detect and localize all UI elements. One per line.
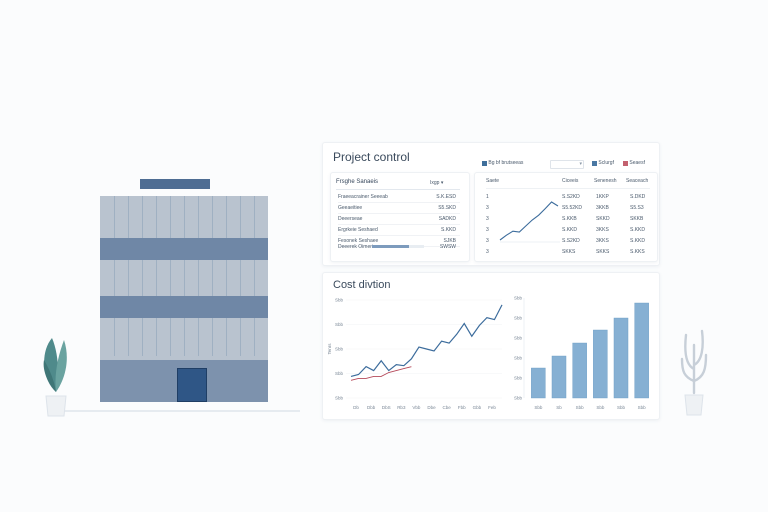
x-tick-label: Sbb [638, 405, 647, 410]
office-building-illustration [100, 196, 268, 402]
x-tick-label: Gbb [473, 405, 482, 410]
x-tick-label: Sbb [534, 405, 543, 410]
bar [572, 342, 587, 399]
y-tick-label: Sbb [335, 371, 344, 376]
table-row: 3 S.S2KD 3KKS S.KKD [486, 238, 646, 244]
x-tick-label: Vbb [412, 405, 421, 410]
building-floor-band [100, 238, 268, 260]
legend-swatch-red-icon [623, 160, 628, 166]
building-column [226, 196, 227, 356]
plant-leaf [43, 360, 56, 392]
y-tick-label: Sbb [514, 356, 523, 361]
plant-pot [684, 394, 704, 416]
x-tick-label: Dbe [427, 405, 436, 410]
bar [593, 329, 608, 399]
x-tick-label: Feb [488, 405, 496, 410]
y-tick-label: Sbb [514, 296, 523, 301]
details-card [474, 172, 658, 262]
y-tick-label: Sbb [335, 347, 344, 352]
filter-select[interactable]: ▾ [550, 160, 584, 169]
plant-right-illustration [680, 329, 708, 416]
plant-left-illustration [43, 338, 67, 417]
bar [531, 367, 546, 399]
y-axis-label: Tenrs [327, 343, 332, 355]
series-line-plan [350, 366, 412, 381]
x-tick-label: Cbe [443, 405, 452, 410]
x-tick-label: Rb3 [397, 405, 406, 410]
ground-line [60, 410, 300, 412]
summary-card-title: Frsghe Sanaeis [336, 179, 379, 185]
table-row: 3 SKKS SKKS S.KKS [486, 249, 645, 255]
building-column [198, 196, 199, 356]
x-tick-label: Fbb [458, 405, 466, 410]
y-tick-label: Sbb [335, 322, 344, 327]
building-floor-band [100, 296, 268, 318]
filter-icon [482, 160, 487, 166]
filter-group[interactable]: Bg bf brutseeas [482, 160, 523, 166]
plant-pot [45, 395, 67, 417]
summary-row: Geeaeitiee S5.SKD [338, 204, 460, 214]
y-tick-label: Sbb [335, 298, 344, 303]
x-tick-label: DbS [382, 405, 391, 410]
x-tick-label: Sbb [617, 405, 626, 410]
table-row: 3 S5.52KD 3KKB S5.S3 [486, 205, 644, 211]
cost-bar-chart: Sbb Sbb Sbb Sbb Sbb Sbb Sbb Sb Sbb Sbb Sbb Sbb [514, 296, 649, 410]
plant-stem [680, 329, 708, 395]
bar [551, 355, 567, 399]
chevron-down-icon: ▾ [579, 161, 582, 167]
building-door [177, 368, 207, 402]
x-tick-label: Dbb [367, 405, 376, 410]
x-tick-label: Sbb [596, 405, 605, 410]
divider [336, 189, 460, 190]
bar [634, 302, 649, 399]
building-column [254, 196, 255, 356]
table-row: 3 S.KKD 3KKS S.KKD [486, 227, 646, 233]
progress-fill [372, 245, 410, 248]
table-row: 1 S.S2KD 1KKP S.DKD [486, 194, 646, 200]
y-tick-label: Sbb [514, 336, 523, 341]
x-tick-label: Sb [556, 405, 562, 410]
cost-title: Cost divtion [333, 279, 391, 291]
summary-row: Ergrkeie Seshaed S.KKD [338, 226, 460, 236]
legend-swatch-blue-icon [592, 160, 597, 166]
building-column [184, 196, 185, 356]
progress-track [372, 245, 424, 248]
building-column [170, 196, 171, 356]
cost-line-chart: Sbb Sbb Sbb Sbb Sbb Db Dbb DbS Rb3 Vbb Dbe Cbe Fbb Gb… [327, 298, 503, 410]
summary-card-control[interactable]: Ixgp ▾ [430, 180, 444, 186]
details-header-row: Saete Ciceeis Senenesh Seaceach [486, 176, 650, 189]
building-column [156, 196, 157, 356]
building-base [100, 360, 268, 402]
building-sign [140, 179, 210, 189]
page-title: Project control [333, 150, 410, 164]
legend-item-a[interactable]: Sclurgf [592, 160, 614, 166]
building-column [212, 196, 213, 356]
y-tick-label: Sbb [514, 396, 523, 401]
x-tick-label: Db [353, 405, 359, 410]
series-line-actual [350, 304, 503, 378]
chevron-down-icon: ▾ [440, 180, 444, 186]
y-tick-label: Sbb [514, 376, 523, 381]
building-column [114, 196, 115, 356]
x-tick-label: Sbb [576, 405, 585, 410]
legend-item-b[interactable]: Seaesf [623, 160, 645, 166]
building-column [142, 196, 143, 356]
summary-row: Fraeeacrainer Seeeab S.K.ESD [338, 193, 460, 203]
y-tick-label: Sbb [514, 316, 523, 321]
building-column [128, 196, 129, 356]
sparkline-chart [499, 201, 560, 243]
sparkline-series [499, 201, 559, 241]
summary-row-progress: Deeerek Oimerie SWSW [338, 244, 456, 250]
plant-leaf [55, 340, 67, 392]
table-row: 3 S.KKB SKKD SKKB [486, 216, 644, 222]
filter-label: Bg bf brutseeas [488, 160, 524, 166]
building-column [240, 196, 241, 356]
bar [613, 317, 629, 399]
y-tick-label: Sbb [335, 396, 344, 401]
summary-row: Deeerseae SADKD [338, 215, 460, 225]
